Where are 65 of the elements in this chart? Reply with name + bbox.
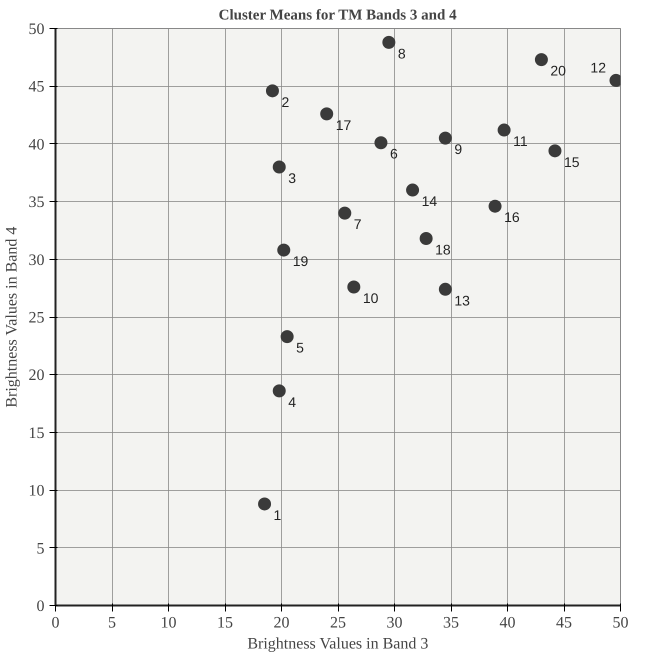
series-label: 5 (296, 340, 304, 356)
y-axis-title: Brightness Values in Band 4 (4, 226, 20, 408)
series-label: 16 (504, 209, 520, 226)
x-axis-title: Brightness Values in Band 3 (247, 636, 428, 652)
x-tick-label: 35 (443, 614, 459, 632)
series-label: 17 (336, 116, 352, 133)
series-label: 15 (564, 154, 580, 170)
series-label: 10 (362, 290, 379, 306)
point (420, 232, 433, 246)
series-label: 20 (550, 62, 566, 79)
point (280, 330, 294, 344)
y-tick-label: 5 (36, 540, 44, 558)
y-tick-label: 45 (28, 78, 44, 96)
x-tick-label: 25 (330, 614, 346, 632)
y-tick-label: 35 (28, 194, 44, 212)
point (609, 74, 620, 87)
series-label: 11 (513, 133, 528, 150)
point (258, 497, 272, 510)
point (272, 384, 286, 398)
y-tick-label: 25 (28, 310, 44, 326)
point (534, 53, 548, 66)
x-tick-label: 15 (217, 614, 233, 632)
x-tick-label: 40 (500, 614, 516, 632)
series-label: 12 (590, 59, 606, 76)
series-label: 14 (422, 193, 438, 210)
series-label: 3 (288, 170, 296, 186)
x-tick-label: 45 (556, 614, 572, 632)
series-label: 1 (274, 506, 282, 523)
point (266, 84, 279, 98)
y-tick-label: 10 (28, 482, 44, 500)
point (347, 280, 360, 294)
y-tick-label: 20 (28, 367, 44, 384)
point (488, 200, 502, 213)
series-label: 9 (454, 141, 462, 158)
series-label: 6 (390, 146, 398, 162)
point (438, 282, 452, 296)
y-tick-label: 50 (28, 21, 44, 38)
y-tick-label: 0 (36, 598, 44, 615)
point (374, 136, 388, 150)
series-label: 7 (354, 216, 362, 232)
x-tick-label: 20 (274, 614, 290, 632)
chart-title: Cluster Means for TM Bands 3 and 4 (218, 8, 458, 24)
series-label: 2 (281, 94, 290, 110)
point (548, 144, 562, 158)
y-tick-label: 15 (28, 424, 44, 442)
point (277, 244, 290, 257)
series-label: 8 (398, 45, 406, 62)
point (382, 36, 396, 49)
point (406, 184, 420, 197)
x-tick-label: 30 (386, 614, 402, 632)
point (320, 107, 334, 120)
x-tick-label: 0 (52, 614, 60, 632)
point (338, 206, 352, 220)
point (272, 160, 286, 174)
series-label: 13 (454, 292, 470, 308)
point (438, 132, 452, 145)
series-label: 18 (435, 242, 451, 258)
point (498, 124, 511, 137)
x-tick-label: 10 (160, 614, 176, 632)
y-tick-label: 40 (28, 136, 44, 154)
y-tick-label: 30 (28, 252, 44, 269)
x-tick-label: 50 (612, 614, 628, 632)
x-tick-label: 5 (108, 614, 116, 632)
series-label: 4 (288, 394, 296, 410)
series-label: 19 (292, 253, 309, 270)
